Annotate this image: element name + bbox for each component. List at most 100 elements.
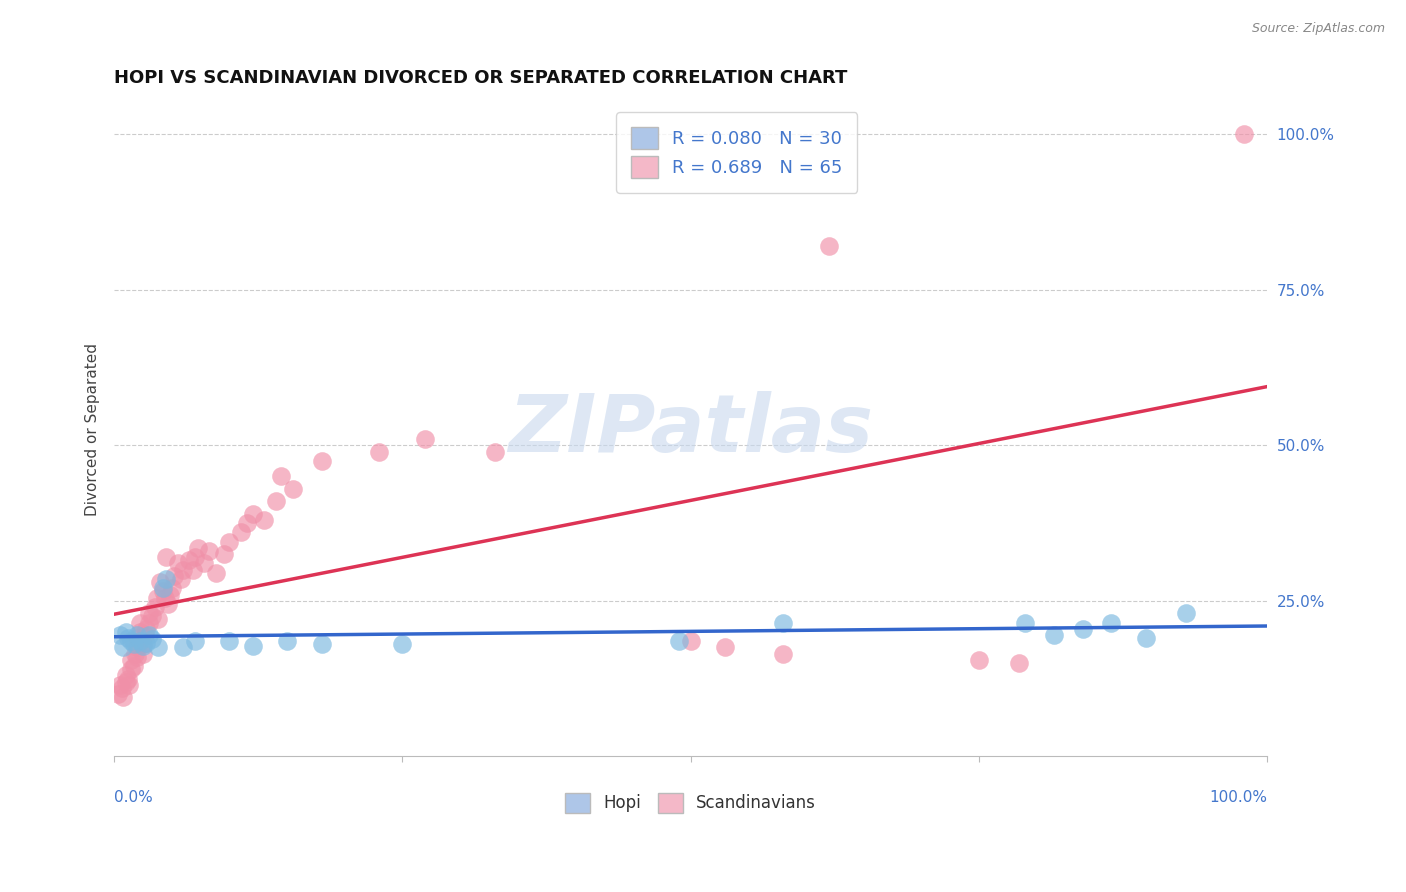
Point [772,647,794,661]
Point [197,544,219,558]
Point [128,634,150,648]
Point [484,444,506,458]
Point [281,482,304,496]
Point [153,591,176,605]
Point [184,634,207,648]
Point [276,634,298,648]
Point [138,615,160,630]
Point [141,609,163,624]
Point [114,668,136,682]
Point [108,678,131,692]
Point [391,637,413,651]
Point [143,600,166,615]
Point [149,575,172,590]
Point [218,534,240,549]
Point [112,690,135,705]
Point [141,632,163,647]
Point [1233,128,1256,142]
Point [193,557,215,571]
Point [184,550,207,565]
Point [127,631,149,645]
Point [127,628,149,642]
Point [121,634,143,648]
Point [117,672,139,686]
Text: 0.0%: 0.0% [114,790,153,805]
Point [242,507,264,521]
Text: Source: ZipAtlas.com: Source: ZipAtlas.com [1251,22,1385,36]
Point [128,615,150,630]
Point [236,516,259,530]
Point [111,681,134,695]
Point [1099,615,1122,630]
Point [138,628,160,642]
Point [163,569,186,583]
Point [132,647,155,661]
Point [127,649,149,664]
Y-axis label: Divorced or Separated: Divorced or Separated [86,343,100,516]
Point [368,444,391,458]
Point [152,584,174,599]
Point [218,634,240,648]
Point [124,647,146,661]
Point [187,541,209,555]
Point [415,432,437,446]
Point [679,634,702,648]
Point [155,550,177,565]
Point [132,639,155,653]
Text: HOPI VS SCANDINAVIAN DIVORCED OR SEPARATED CORRELATION CHART: HOPI VS SCANDINAVIAN DIVORCED OR SEPARAT… [114,69,848,87]
Point [108,628,131,642]
Point [311,637,333,651]
Point [714,640,737,655]
Point [127,640,149,655]
Point [204,566,226,580]
Point [152,582,174,596]
Point [1008,656,1031,670]
Point [122,637,145,651]
Point [270,469,292,483]
Point [1014,615,1036,630]
Point [264,494,287,508]
Point [122,659,145,673]
Text: ZIPatlas: ZIPatlas [508,391,873,469]
Point [229,525,252,540]
Point [146,591,169,605]
Point [128,624,150,639]
Point [135,636,157,650]
Point [1175,606,1198,620]
Point [1135,631,1157,645]
Point [117,631,139,645]
Point [132,637,155,651]
Point [118,678,141,692]
Text: 100.0%: 100.0% [1209,790,1267,805]
Point [146,612,169,626]
Point [818,239,841,253]
Point [1042,628,1064,642]
Point [772,615,794,630]
Point [668,634,690,648]
Point [121,662,143,676]
Point [242,639,264,653]
Point [179,553,201,567]
Point [967,653,990,667]
Point [157,597,180,611]
Point [138,606,160,620]
Point [160,582,183,596]
Point [311,454,333,468]
Point [114,624,136,639]
Point [121,653,143,667]
Point [212,547,235,561]
Point [159,588,181,602]
Point [135,622,157,636]
Point [112,640,135,655]
Point [172,563,194,577]
Legend: Hopi, Scandinavians: Hopi, Scandinavians [558,786,823,820]
Point [1071,622,1094,636]
Point [134,628,156,642]
Point [114,674,136,689]
Point [170,572,193,586]
Point [155,572,177,586]
Point [181,563,204,577]
Point [146,640,169,655]
Point [253,513,276,527]
Point [166,557,188,571]
